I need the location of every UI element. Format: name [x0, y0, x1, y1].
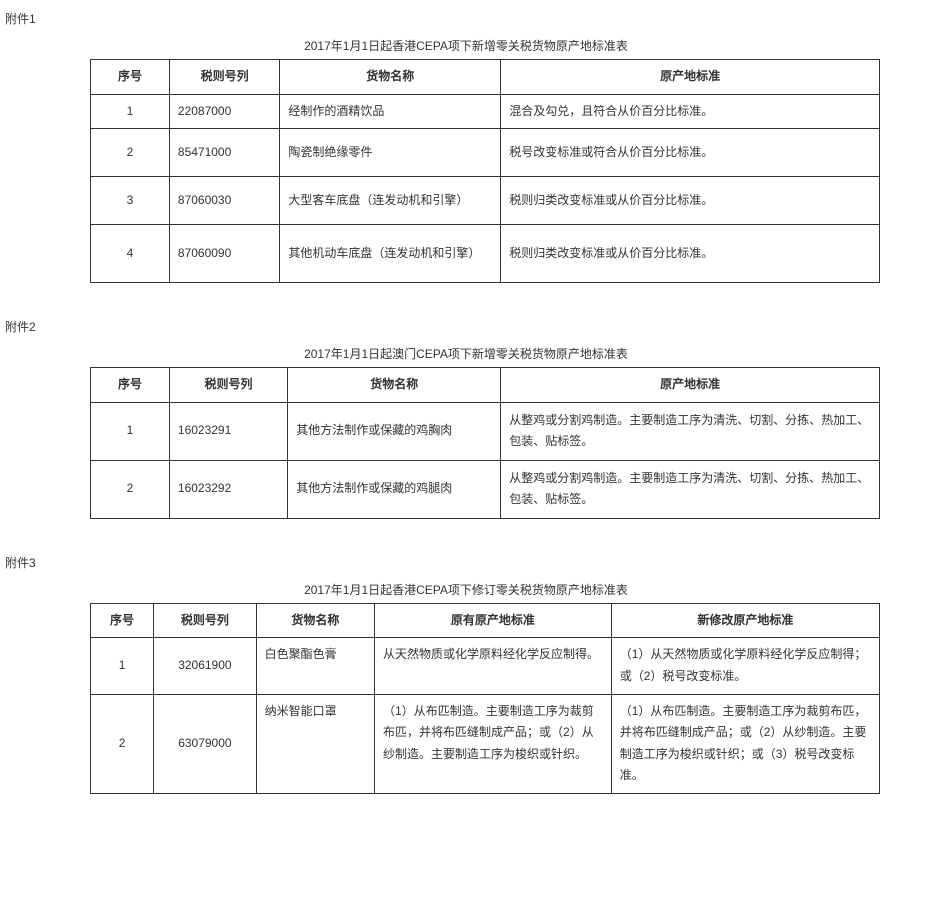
attachment2-wrapper: 2017年1月1日起澳门CEPA项下新增零关税货物原产地标准表 序号 税则号列 … — [0, 345, 932, 549]
cell-name: 其他机动车底盘（连发动机和引擎） — [280, 225, 501, 283]
cell-code: 16023291 — [169, 402, 287, 460]
cell-name: 其他方法制作或保藏的鸡胸肉 — [288, 402, 501, 460]
col-name: 货物名称 — [288, 368, 501, 403]
table-header-row: 序号 税则号列 货物名称 原产地标准 — [91, 60, 880, 95]
cell-name: 其他方法制作或保藏的鸡腿肉 — [288, 460, 501, 518]
cell-code: 63079000 — [154, 694, 257, 793]
cell-code: 32061900 — [154, 638, 257, 694]
cell-no: 2 — [91, 460, 170, 518]
cell-standard: 混合及勾兑，且符合从价百分比标准。 — [501, 94, 880, 129]
attachment1-title: 2017年1月1日起香港CEPA项下新增零关税货物原产地标准表 — [90, 37, 932, 54]
col-no: 序号 — [91, 603, 154, 638]
attachment2-label: 附件2 — [0, 313, 932, 345]
attachment1-label: 附件1 — [0, 5, 932, 37]
cell-name: 陶瓷制绝缘零件 — [280, 129, 501, 177]
table-row: 1 22087000 经制作的酒精饮品 混合及勾兑，且符合从价百分比标准。 — [91, 94, 880, 129]
cell-no: 2 — [91, 694, 154, 793]
col-name: 货物名称 — [256, 603, 374, 638]
attachment1-wrapper: 2017年1月1日起香港CEPA项下新增零关税货物原产地标准表 序号 税则号列 … — [0, 37, 932, 313]
col-new: 新修改原产地标准 — [611, 603, 879, 638]
cell-new: （1）从天然物质或化学原料经化学反应制得；或（2）税号改变标准。 — [611, 638, 879, 694]
col-no: 序号 — [91, 368, 170, 403]
cell-code: 16023292 — [169, 460, 287, 518]
table-row: 4 87060090 其他机动车底盘（连发动机和引擎） 税则归类改变标准或从价百… — [91, 225, 880, 283]
table-row: 1 16023291 其他方法制作或保藏的鸡胸肉 从整鸡或分割鸡制造。主要制造工… — [91, 402, 880, 460]
cell-standard: 从整鸡或分割鸡制造。主要制造工序为清洗、切割、分拣、热加工、包装、贴标签。 — [501, 460, 880, 518]
col-code: 税则号列 — [154, 603, 257, 638]
attachment1-table: 序号 税则号列 货物名称 原产地标准 1 22087000 经制作的酒精饮品 混… — [90, 59, 880, 283]
col-code: 税则号列 — [169, 368, 287, 403]
attachment3-label: 附件3 — [0, 549, 932, 581]
cell-code: 87060090 — [169, 225, 279, 283]
cell-standard: 税则归类改变标准或从价百分比标准。 — [501, 225, 880, 283]
table-row: 1 32061900 白色聚酯色膏 从天然物质或化学原料经化学反应制得。 （1）… — [91, 638, 880, 694]
cell-no: 1 — [91, 638, 154, 694]
attachment3-table: 序号 税则号列 货物名称 原有原产地标准 新修改原产地标准 1 32061900… — [90, 603, 880, 794]
cell-code: 87060030 — [169, 177, 279, 225]
cell-name: 纳米智能口罩 — [256, 694, 374, 793]
table-row: 2 16023292 其他方法制作或保藏的鸡腿肉 从整鸡或分割鸡制造。主要制造工… — [91, 460, 880, 518]
cell-new: （1）从布匹制造。主要制造工序为裁剪布匹，并将布匹缝制成产品；或（2）从纱制造。… — [611, 694, 879, 793]
table-row: 2 85471000 陶瓷制绝缘零件 税号改变标准或符合从价百分比标准。 — [91, 129, 880, 177]
table-row: 3 87060030 大型客车底盘（连发动机和引擎） 税则归类改变标准或从价百分… — [91, 177, 880, 225]
attachment3-wrapper: 2017年1月1日起香港CEPA项下修订零关税货物原产地标准表 序号 税则号列 … — [0, 581, 932, 824]
col-standard: 原产地标准 — [501, 60, 880, 95]
col-standard: 原产地标准 — [501, 368, 880, 403]
cell-no: 4 — [91, 225, 170, 283]
table-header-row: 序号 税则号列 货物名称 原产地标准 — [91, 368, 880, 403]
cell-standard: 税则归类改变标准或从价百分比标准。 — [501, 177, 880, 225]
col-old: 原有原产地标准 — [375, 603, 612, 638]
cell-no: 2 — [91, 129, 170, 177]
cell-code: 22087000 — [169, 94, 279, 129]
cell-no: 3 — [91, 177, 170, 225]
cell-old: 从天然物质或化学原料经化学反应制得。 — [375, 638, 612, 694]
col-code: 税则号列 — [169, 60, 279, 95]
cell-no: 1 — [91, 94, 170, 129]
col-no: 序号 — [91, 60, 170, 95]
cell-name: 经制作的酒精饮品 — [280, 94, 501, 129]
cell-no: 1 — [91, 402, 170, 460]
cell-code: 85471000 — [169, 129, 279, 177]
table-row: 2 63079000 纳米智能口罩 （1）从布匹制造。主要制造工序为裁剪布匹，并… — [91, 694, 880, 793]
col-name: 货物名称 — [280, 60, 501, 95]
attachment3-title: 2017年1月1日起香港CEPA项下修订零关税货物原产地标准表 — [90, 581, 932, 598]
cell-name: 大型客车底盘（连发动机和引擎） — [280, 177, 501, 225]
attachment2-table: 序号 税则号列 货物名称 原产地标准 1 16023291 其他方法制作或保藏的… — [90, 367, 880, 519]
cell-old: （1）从布匹制造。主要制造工序为裁剪布匹，并将布匹缝制成产品；或（2）从纱制造。… — [375, 694, 612, 793]
table-header-row: 序号 税则号列 货物名称 原有原产地标准 新修改原产地标准 — [91, 603, 880, 638]
attachment2-title: 2017年1月1日起澳门CEPA项下新增零关税货物原产地标准表 — [90, 345, 932, 362]
cell-standard: 税号改变标准或符合从价百分比标准。 — [501, 129, 880, 177]
cell-name: 白色聚酯色膏 — [256, 638, 374, 694]
cell-standard: 从整鸡或分割鸡制造。主要制造工序为清洗、切割、分拣、热加工、包装、贴标签。 — [501, 402, 880, 460]
